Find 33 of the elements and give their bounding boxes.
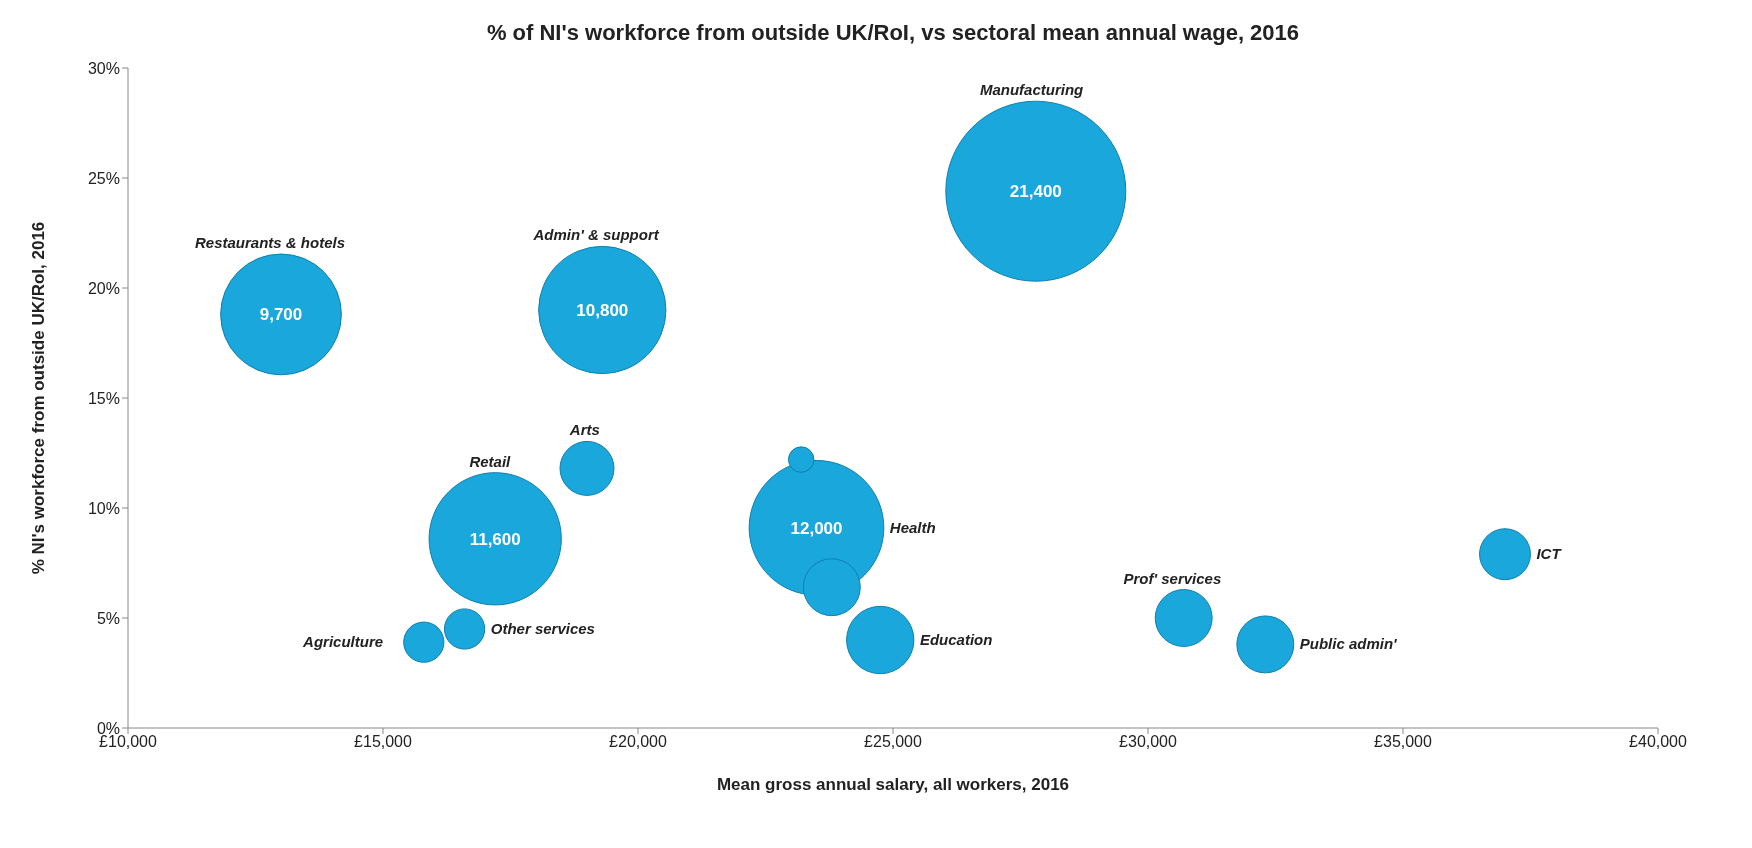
y-axis-title: % NI's workforce from outside UK/RoI, 2016 [29,221,49,575]
chart-title: % of NI's workforce from outside UK/RoI, vs sectoral mean annual wage, 2016 [486,20,1300,45]
x-tick-label: £40,000 [1629,733,1688,751]
y-tick-label: 30% [87,59,120,77]
annotation: 10,800 [576,301,629,320]
x-tick-label: £20,000 [609,733,668,751]
series-label: Arts [568,421,600,439]
series-label: Retail [469,452,512,470]
x-axis-title: Mean gross annual salary, all workers, 2016 [716,775,1070,794]
x-tick-label: £10,000 [99,733,158,751]
y-tick-label: 20% [87,279,120,297]
series-label: Other services [490,620,595,637]
series-label: Health [889,518,936,536]
annotation: 21,400 [1009,182,1062,202]
x-tick-label: £25,000 [864,733,923,751]
series-label: Manufacturing [979,81,1084,99]
y-tick-label: 25% [87,169,120,187]
series-label: ICT [1536,545,1563,563]
series-label: Public admin' [1299,635,1398,653]
series-label: Education [919,631,993,648]
series-label: Agriculture [302,633,384,651]
x-tick-label: £30,000 [1119,733,1178,751]
annotation: 9,700 [259,305,303,325]
annotation: 11,600 [469,529,521,549]
series-label: Prof' services [1123,569,1222,587]
series-label: Admin' & support [532,226,660,244]
series-label: Restaurants & hotels [195,234,346,252]
annotation: 12,000 [790,518,843,538]
x-tick-label: £35,000 [1374,733,1433,751]
y-tick-label: 15% [87,389,120,407]
y-tick-label: 10% [87,499,120,517]
y-tick-label: 5% [96,609,120,627]
x-tick-label: £15,000 [354,733,413,751]
